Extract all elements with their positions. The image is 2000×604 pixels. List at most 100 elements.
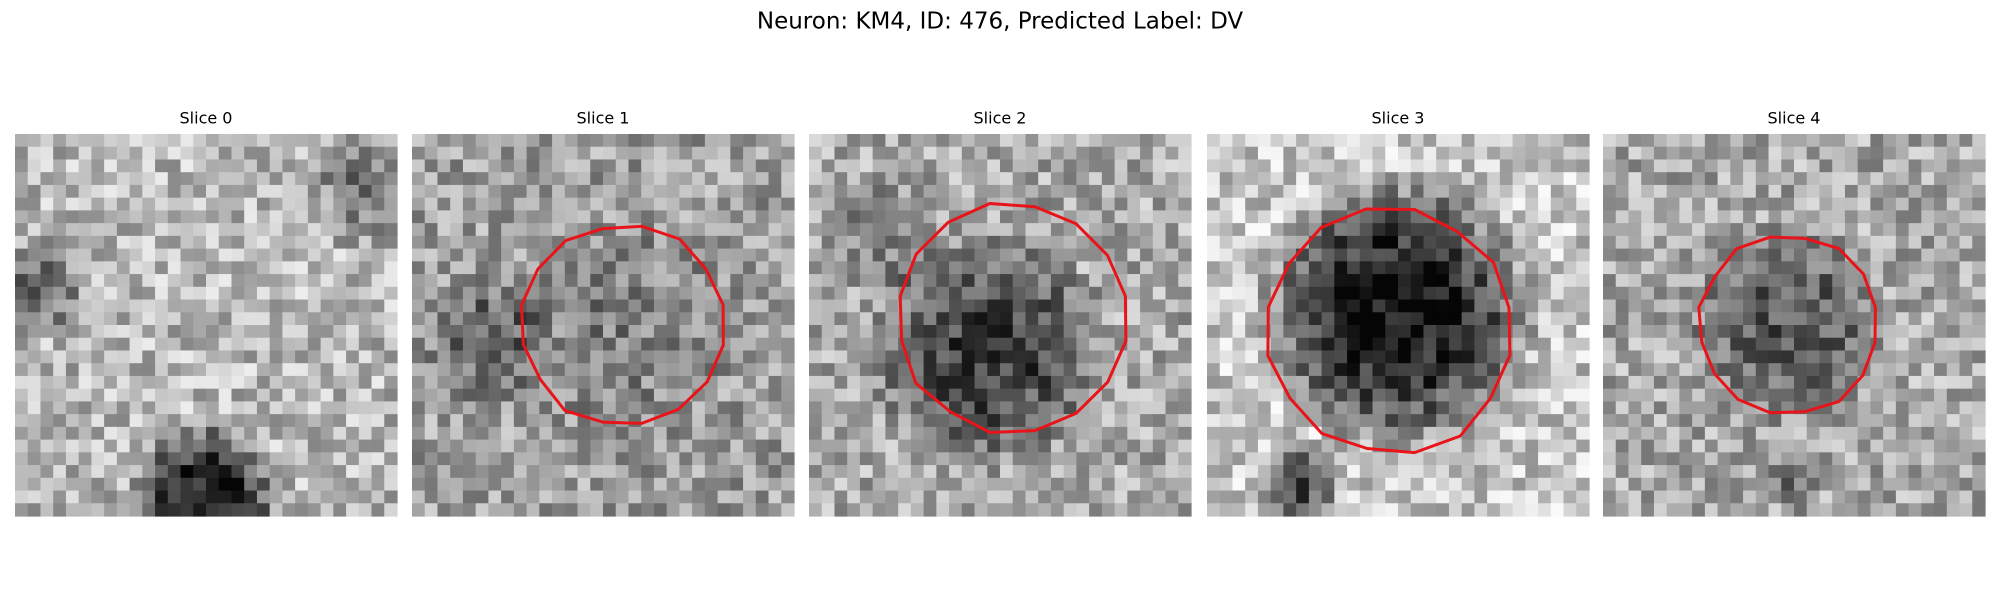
pixel — [475, 299, 489, 313]
pixel — [167, 248, 182, 262]
pixel — [65, 414, 80, 428]
pixel — [1359, 299, 1374, 313]
pixel — [552, 134, 566, 148]
pixel — [320, 375, 334, 390]
pixel — [1219, 337, 1234, 352]
pixel — [1270, 477, 1284, 492]
pixel — [450, 439, 464, 453]
pixel — [1499, 159, 1514, 173]
pixel — [1525, 261, 1539, 275]
pixel — [104, 503, 118, 517]
pixel — [412, 197, 426, 211]
pixel — [847, 375, 861, 390]
pixel — [307, 452, 322, 466]
pixel — [834, 414, 848, 428]
pixel — [1257, 248, 1272, 262]
pixel — [1743, 210, 1757, 224]
pixel — [1679, 375, 1693, 390]
pixel — [1372, 223, 1386, 237]
pixel — [371, 452, 385, 466]
pixel — [936, 452, 950, 466]
pixel — [40, 274, 54, 288]
pixel — [1152, 159, 1167, 173]
pixel — [923, 286, 937, 301]
pixel — [1372, 312, 1386, 326]
pixel — [1692, 426, 1706, 441]
pixel — [1946, 477, 1961, 492]
pixel — [1704, 414, 1719, 428]
pixel — [513, 248, 528, 262]
pixel — [1359, 274, 1374, 288]
pixel — [1140, 503, 1154, 517]
pixel — [1550, 490, 1565, 504]
pixel — [564, 477, 579, 492]
pixel — [539, 172, 553, 186]
pixel — [692, 414, 706, 428]
pixel — [1615, 325, 1630, 339]
pixel — [1257, 235, 1272, 250]
pixel — [603, 159, 617, 173]
pixel — [1270, 235, 1284, 250]
pixel — [231, 184, 245, 199]
pixel — [1959, 477, 1973, 492]
pixel — [1603, 465, 1617, 479]
pixel — [371, 337, 385, 352]
pixel — [743, 184, 757, 199]
pixel — [1076, 503, 1090, 517]
pixel — [1232, 350, 1246, 364]
pixel — [282, 134, 296, 148]
pixel — [116, 146, 131, 161]
pixel — [155, 146, 169, 161]
pixel — [1921, 197, 1935, 211]
pixel — [1025, 210, 1039, 224]
pixel — [1499, 312, 1514, 326]
pixel — [1165, 235, 1179, 250]
pixel — [1972, 401, 1986, 415]
pixel — [949, 312, 963, 326]
pixel — [295, 465, 309, 479]
pixel — [269, 146, 283, 161]
pixel — [577, 197, 591, 211]
pixel — [641, 299, 655, 313]
pixel — [923, 312, 937, 326]
pixel — [488, 223, 502, 237]
pixel — [1755, 439, 1770, 453]
pixel — [358, 223, 373, 237]
pixel — [78, 325, 92, 339]
pixel — [615, 235, 630, 250]
pixel — [910, 210, 925, 224]
pixel — [603, 274, 617, 288]
pixel — [1628, 223, 1642, 237]
pixel — [1101, 388, 1116, 402]
pixel — [666, 452, 680, 466]
pixel — [1946, 363, 1961, 377]
pixel — [27, 210, 42, 224]
pixel — [755, 197, 770, 211]
pixel — [653, 274, 668, 288]
pixel — [809, 172, 823, 186]
pixel — [1806, 375, 1821, 390]
pixel — [193, 146, 207, 161]
pixel — [1257, 503, 1272, 517]
pixel — [641, 401, 655, 415]
pixel — [615, 465, 630, 479]
pixel — [987, 223, 1001, 237]
pixel — [1628, 286, 1642, 301]
pixel — [898, 388, 912, 402]
pixel — [847, 414, 861, 428]
pixel — [1563, 375, 1577, 390]
pixel — [1127, 172, 1141, 186]
pixel — [539, 375, 553, 390]
pixel — [1000, 172, 1014, 186]
pixel — [1257, 490, 1272, 504]
pixel — [104, 439, 118, 453]
pixel — [1372, 146, 1386, 161]
pixel — [269, 235, 283, 250]
pixel — [155, 223, 169, 237]
pixel — [142, 248, 156, 262]
pixel — [768, 134, 782, 148]
pixel — [564, 197, 579, 211]
pixel — [743, 223, 757, 237]
pixel — [910, 388, 925, 402]
pixel — [1385, 363, 1399, 377]
